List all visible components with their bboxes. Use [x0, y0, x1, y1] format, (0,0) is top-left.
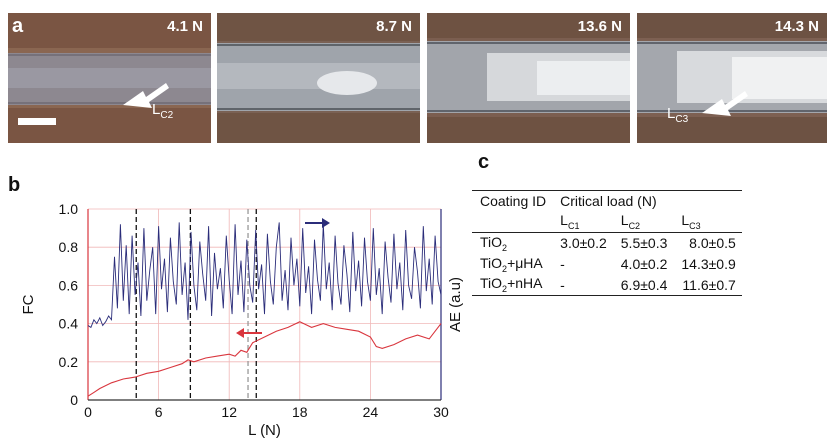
friction-ae-chart: 0 6 12 18 24 30 0 0.2 0.4 0.6 0.8 1.0 L (N) FC AE (a.u…: [20, 201, 464, 439]
micrograph-1: 4.1 N LC2: [8, 13, 211, 143]
cell-lc3: 11.6±0.7: [673, 274, 742, 297]
ae-arrow-head-icon: [322, 218, 330, 228]
x-tick-label: 18: [292, 404, 308, 420]
fc-series-line: [87, 321, 442, 397]
y-tick-label: 0.2: [59, 354, 79, 370]
fc-arrow-head-icon: [236, 328, 244, 338]
y-tick-label: 0.4: [59, 316, 79, 332]
cell-lc3: 8.0±0.5: [673, 231, 742, 254]
col-lc2: LC2: [620, 212, 641, 231]
table-row: TiO2+nHA - 6.9±0.4 11.6±0.7: [472, 274, 742, 297]
x-tick-label: 6: [155, 404, 163, 420]
y-axis-title: FC: [20, 294, 37, 314]
cell-lc1: 3.0±0.2: [552, 231, 613, 254]
lc2-annotation: LC2: [152, 101, 174, 121]
cell-lc2: 5.5±0.3: [612, 231, 674, 254]
panel-b-label: b: [8, 174, 21, 196]
table-row: TiO2+μHA - 4.0±0.2 14.3±0.9: [472, 254, 742, 275]
lc3-annotation: LC3: [667, 105, 689, 125]
x-axis-title: L (N): [248, 422, 281, 439]
cell-lc1: -: [552, 274, 613, 297]
load-label-1: 4.1 N: [167, 18, 203, 35]
coating-id: TiO2+nHA: [472, 274, 553, 297]
col-lc3: LC3: [681, 212, 701, 231]
y2-axis-title: AE (a.u): [447, 277, 464, 332]
micrograph-3: 13.6 N: [427, 13, 630, 143]
y-tick-label: 1.0: [59, 201, 79, 217]
load-label-2: 8.7 N: [376, 18, 412, 35]
micrograph-2-image: [217, 13, 420, 143]
cell-lc2: 4.0±0.2: [620, 255, 668, 272]
panel-a-label: a: [12, 15, 24, 37]
header-critical-load: Critical load (N): [552, 190, 742, 211]
load-label-4: 14.3 N: [774, 18, 819, 35]
load-label-3: 13.6 N: [577, 18, 622, 35]
x-tick-label: 12: [221, 404, 237, 420]
cell-lc1: -: [560, 255, 565, 272]
x-tick-label: 0: [84, 404, 92, 420]
y-tick-label: 0.8: [59, 239, 79, 255]
col-lc1: LC1: [560, 212, 580, 231]
header-coating-id: Coating ID: [472, 190, 553, 211]
micrograph-4-image: [637, 13, 827, 143]
coating-id: TiO2+μHA: [480, 254, 543, 274]
micrograph-1-image: [8, 13, 211, 143]
micrograph-3-image: [427, 13, 630, 143]
cell-lc2: 6.9±0.4: [612, 274, 674, 297]
x-tick-label: 30: [433, 404, 449, 420]
cell-lc3: 14.3±0.9: [681, 255, 736, 272]
table-row: TiO2 3.0±0.2 5.5±0.3 8.0±0.5: [472, 231, 742, 254]
coating-id: TiO2: [472, 231, 553, 254]
ae-series-line: [87, 222, 442, 329]
y-tick-label: 0.6: [59, 277, 79, 293]
micrograph-4: 14.3 N LC3: [637, 13, 827, 143]
y-tick-label: 0: [70, 392, 78, 408]
micrograph-2: 8.7 N: [217, 13, 420, 143]
panel-c-label: c: [478, 151, 490, 173]
x-tick-label: 24: [363, 404, 379, 420]
critical-load-table: Coating ID Critical load (N) LC1 LC2 LC3…: [472, 190, 742, 297]
